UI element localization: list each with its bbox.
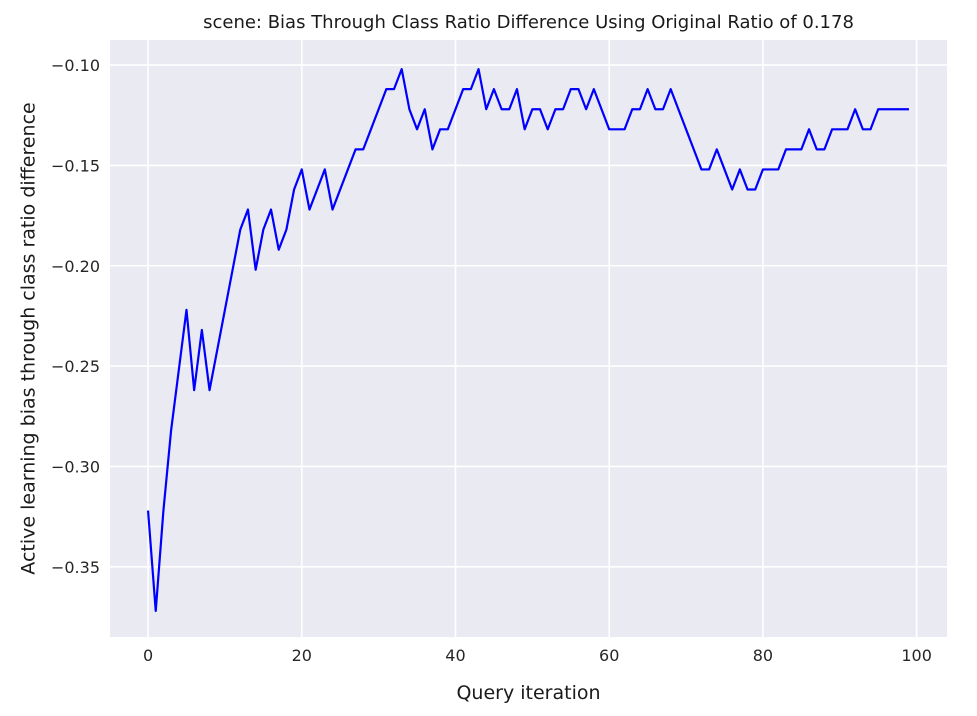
y-tick-label: −0.35 xyxy=(51,558,100,577)
y-tick-label: −0.25 xyxy=(51,357,100,376)
x-tick-label: 0 xyxy=(143,646,153,665)
grid xyxy=(110,40,947,637)
chart-title: scene: Bias Through Class Ratio Differen… xyxy=(203,12,854,33)
x-axis-label: Query iteration xyxy=(456,682,600,704)
y-tick-label: −0.30 xyxy=(51,457,100,476)
x-tick-label: 80 xyxy=(753,646,773,665)
tick-labels: 0 20 40 60 80 100 −0.35 −0.30 −0.25 −0.20 −0.15 −0.… xyxy=(51,56,932,665)
plot-area xyxy=(110,40,947,637)
x-tick-label: 20 xyxy=(292,646,312,665)
y-tick-label: −0.15 xyxy=(51,156,100,175)
series-line xyxy=(146,67,909,613)
y-tick-label: −0.10 xyxy=(51,56,100,75)
y-axis-label: Active learning bias through class ratio… xyxy=(18,102,40,574)
x-tick-label: 60 xyxy=(599,646,619,665)
x-tick-label: 40 xyxy=(445,646,465,665)
x-tick-label: 100 xyxy=(901,646,932,665)
y-tick-label: −0.20 xyxy=(51,257,100,276)
series-layer xyxy=(146,67,909,613)
